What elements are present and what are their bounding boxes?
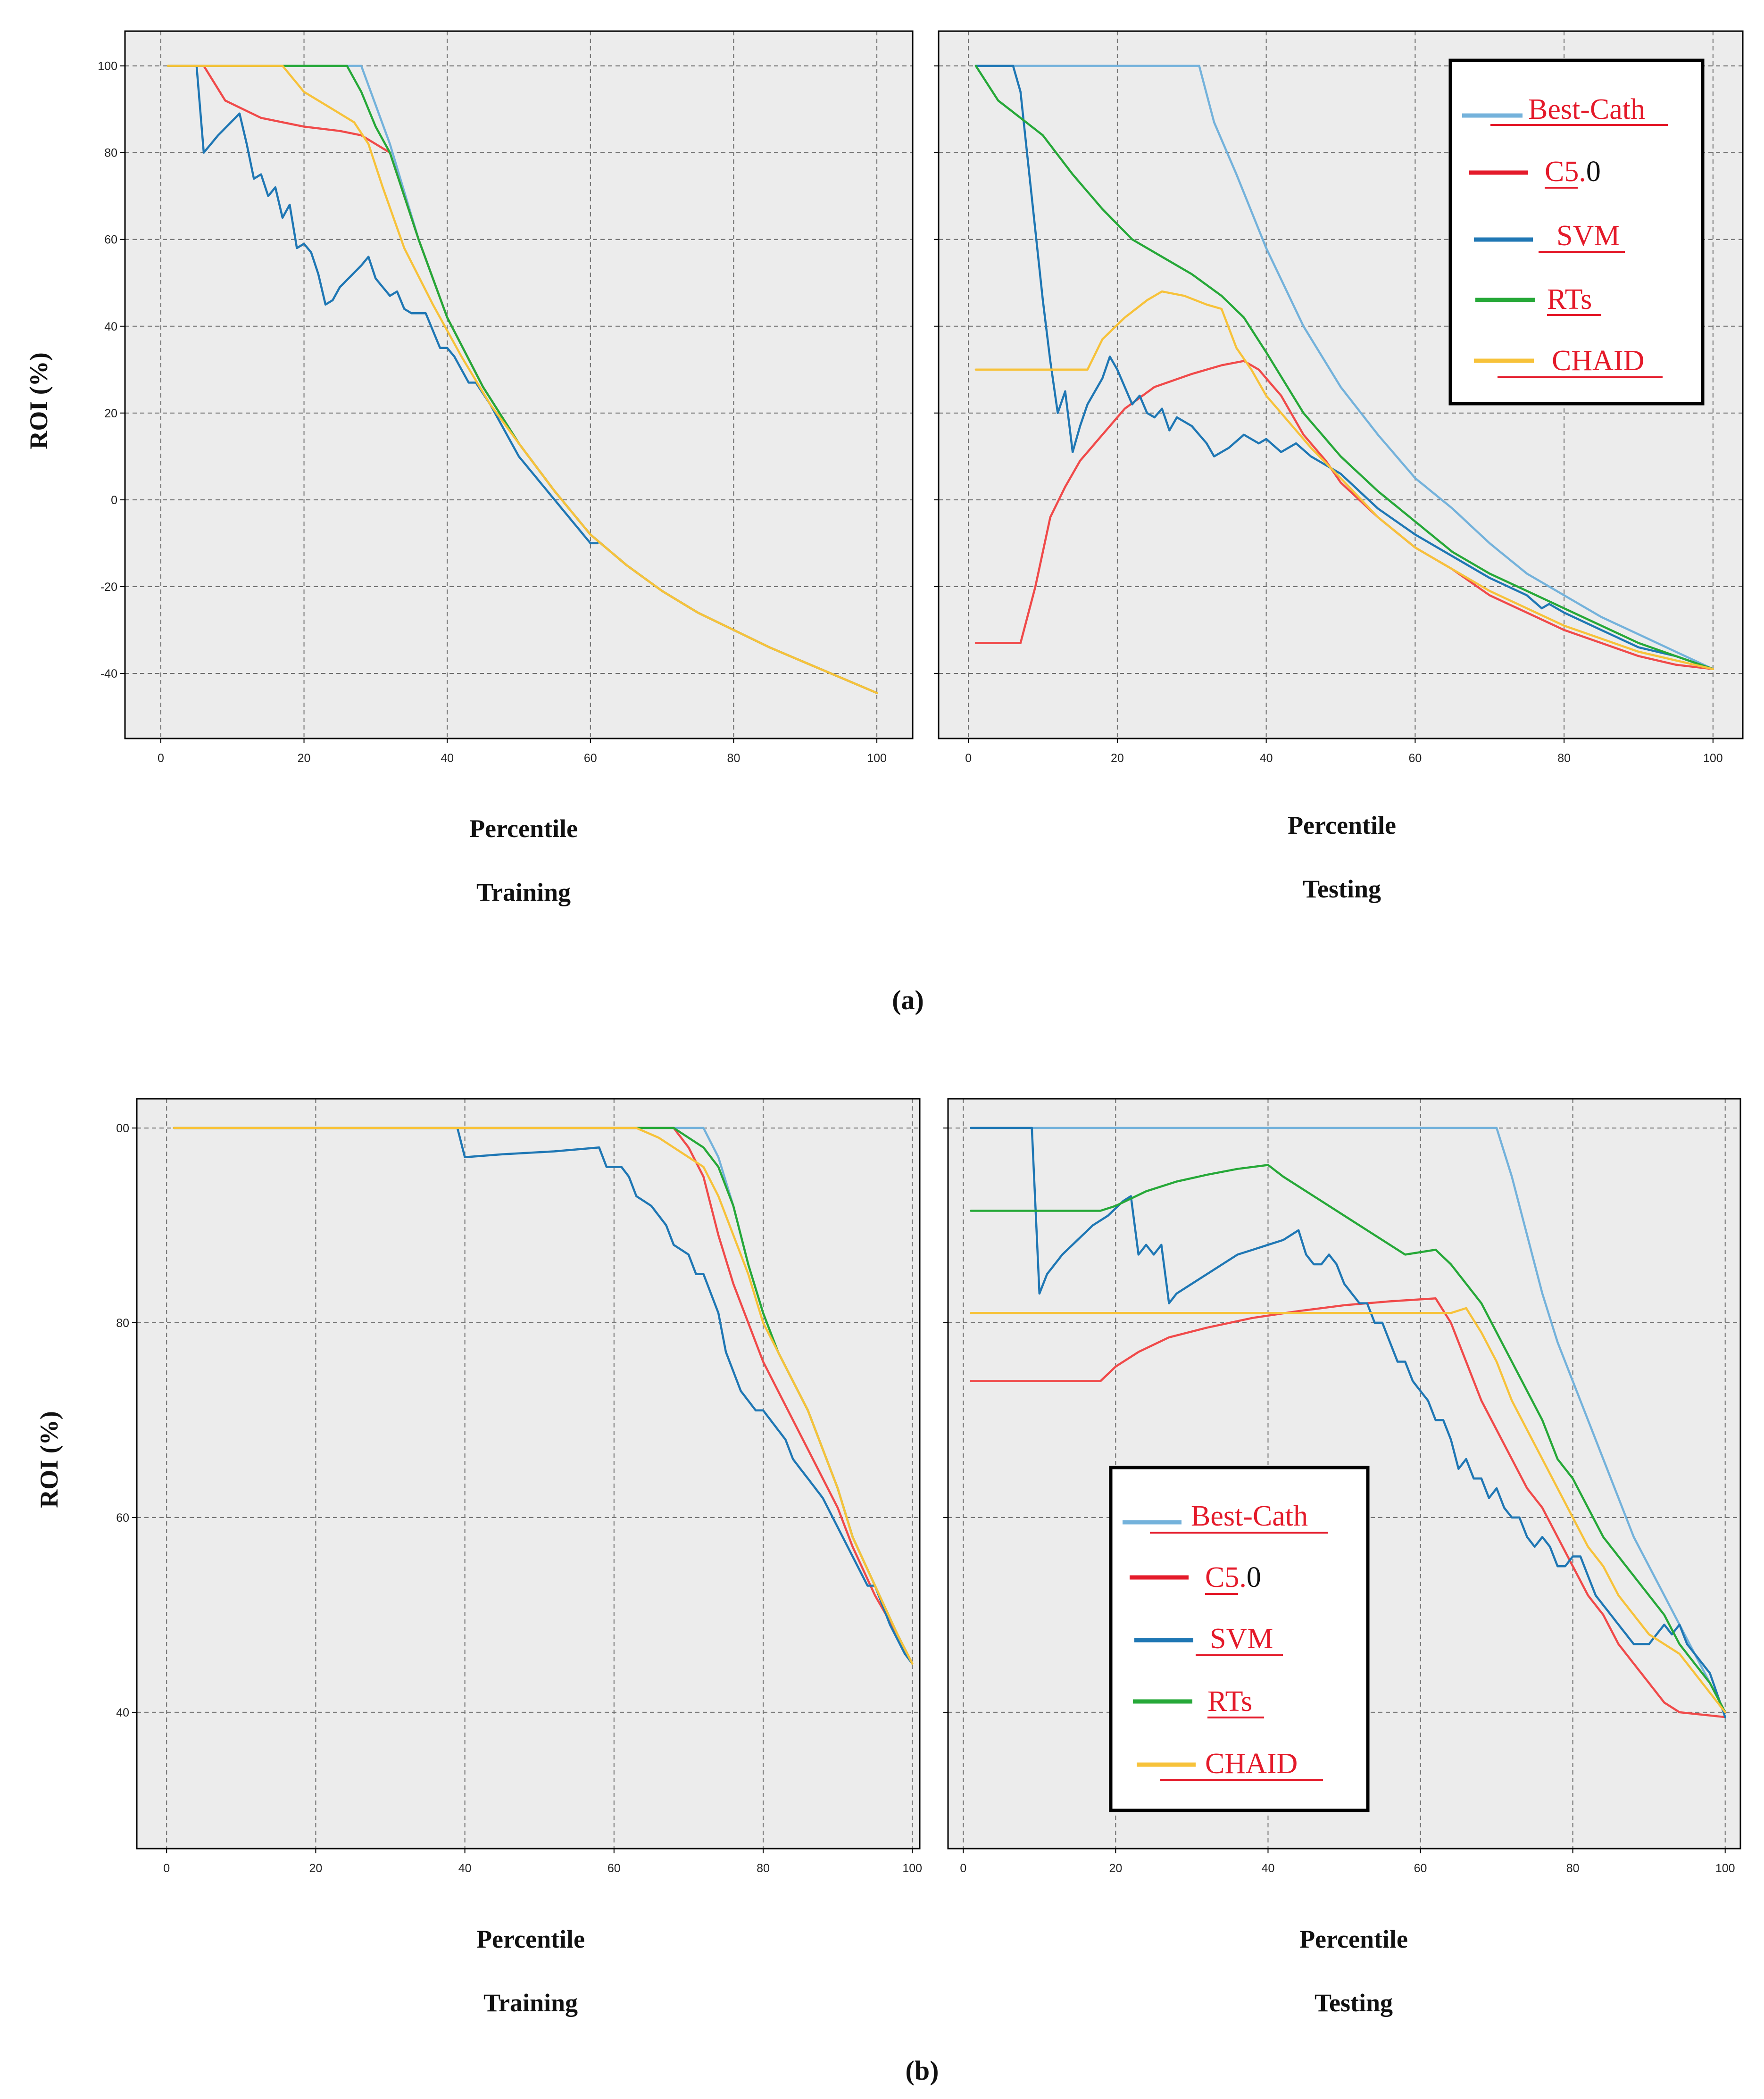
x-tick-label: 0 [158, 752, 164, 765]
series-line-c5-0 [970, 1297, 1726, 1718]
x-tick-label: 40 [1260, 752, 1273, 765]
legend-b: Best-Cath C5.0 SVM RTs CHAID [1109, 1466, 1370, 1812]
x-tick-label: 60 [584, 752, 597, 765]
x-tick-label: 100 [867, 752, 887, 765]
x-tick-label: 20 [1109, 1862, 1122, 1875]
legend-label-best-cath: Best-Cath [1528, 93, 1645, 125]
series-line-rts [974, 65, 1714, 671]
x-tick-label: 60 [1414, 1862, 1427, 1875]
legend-label-svm: SVM [1556, 220, 1620, 252]
legend-a: Best-Cath C5.0 SVM RTs CHAID [1448, 58, 1705, 406]
series-line-chaid [970, 1307, 1726, 1714]
legend-label-svm: SVM [1210, 1623, 1273, 1655]
x-tick-label: 20 [309, 1862, 323, 1875]
x-axis-label-b-testing: Percentile [1299, 1925, 1408, 1953]
x-tick-label: 100 [1715, 1862, 1735, 1875]
legend-label-best-cath: Best-Cath [1191, 1500, 1308, 1532]
x-tick-label: 0 [960, 1862, 966, 1875]
series-line-best-cath [974, 65, 1714, 671]
series-line-chaid [173, 1127, 914, 1665]
panel-b: 0 20 40 60 80 100 40 60 80 00 0 20 40 60 80 100 ROI (%… [35, 1098, 1741, 2086]
plot-frame [947, 1098, 1741, 1850]
series-line-rts [970, 1164, 1726, 1714]
x-tick-label: 80 [727, 752, 741, 765]
series-line-svm [974, 65, 1714, 671]
chart-b-training: 0 20 40 60 80 100 40 60 80 00 [116, 1098, 922, 1875]
series-line-svm [173, 1127, 914, 1665]
y-tick-label: 80 [104, 147, 117, 160]
series-line-best-cath [970, 1127, 1726, 1714]
y-tick-label: 100 [98, 60, 117, 73]
legend-label-chaid: CHAID [1552, 345, 1644, 377]
y-tick-label: 60 [104, 233, 117, 247]
y-tick-label: 40 [116, 1706, 129, 1719]
y-tick-label: -40 [100, 667, 117, 680]
subtitle-b-testing: Testing [1315, 1989, 1393, 2017]
y-axis-label-b: ROI (%) [35, 1411, 63, 1508]
legend-label-rts: RTs [1207, 1685, 1252, 1717]
subtitle-a-training: Training [476, 878, 571, 906]
legend-label-chaid: CHAID [1205, 1748, 1298, 1780]
y-tick-label: 80 [116, 1317, 129, 1330]
x-tick-label: 20 [1111, 752, 1124, 765]
subtitle-a-testing: Testing [1303, 875, 1381, 903]
x-tick-label: 100 [1703, 752, 1723, 765]
plot-frame [124, 30, 914, 739]
y-tick-label: 0 [111, 494, 117, 507]
panel-a: 0 20 40 60 80 100 -40 -20 0 20 40 60 80 100 0 20 40 60 80… [25, 30, 1744, 1015]
x-tick-label: 40 [441, 752, 454, 765]
series-line-c5-0 [173, 1127, 914, 1665]
x-tick-label: 0 [965, 752, 972, 765]
y-tick-label: 20 [104, 407, 117, 420]
panel-label-b: (b) [906, 2055, 939, 2086]
plot-area [125, 31, 913, 738]
plot-frame [136, 1098, 921, 1850]
legend-label-c50: C5.0 [1205, 1561, 1261, 1593]
series-line-svm [970, 1127, 1726, 1718]
x-tick-label: 80 [757, 1862, 770, 1875]
y-tick-label: 00 [116, 1122, 129, 1135]
plot-area [137, 1099, 920, 1849]
series-line-c5-0 [974, 360, 1714, 671]
legend-label-c50: C5.0 [1545, 156, 1601, 188]
chart-a-training: 0 20 40 60 80 100 -40 -20 0 20 40 60 80 100 [98, 30, 914, 765]
y-tick-label: -20 [100, 581, 117, 594]
x-axis-label-a-training: Percentile [469, 814, 578, 843]
series-line-svm [166, 65, 599, 545]
x-tick-label: 80 [1566, 1862, 1580, 1875]
x-tick-label: 80 [1557, 752, 1571, 765]
subtitle-b-training: Training [483, 1989, 578, 2017]
x-tick-label: 100 [902, 1862, 922, 1875]
x-tick-label: 20 [298, 752, 311, 765]
panel-label-a: (a) [892, 985, 924, 1015]
x-tick-label: 40 [458, 1862, 472, 1875]
x-axis-label-a-testing: Percentile [1288, 811, 1396, 839]
legend-label-rts: RTs [1547, 283, 1592, 315]
plot-frame [938, 30, 1744, 739]
x-tick-label: 60 [607, 1862, 621, 1875]
y-tick-label: 60 [116, 1511, 129, 1525]
x-tick-label: 0 [163, 1862, 170, 1875]
x-tick-label: 60 [1408, 752, 1422, 765]
y-tick-label: 40 [104, 320, 117, 333]
series-line-chaid [974, 290, 1714, 671]
y-axis-label-a: ROI (%) [25, 352, 53, 449]
series-line-chaid [166, 65, 878, 694]
x-axis-label-b-training: Percentile [476, 1925, 585, 1953]
x-tick-label: 40 [1262, 1862, 1275, 1875]
